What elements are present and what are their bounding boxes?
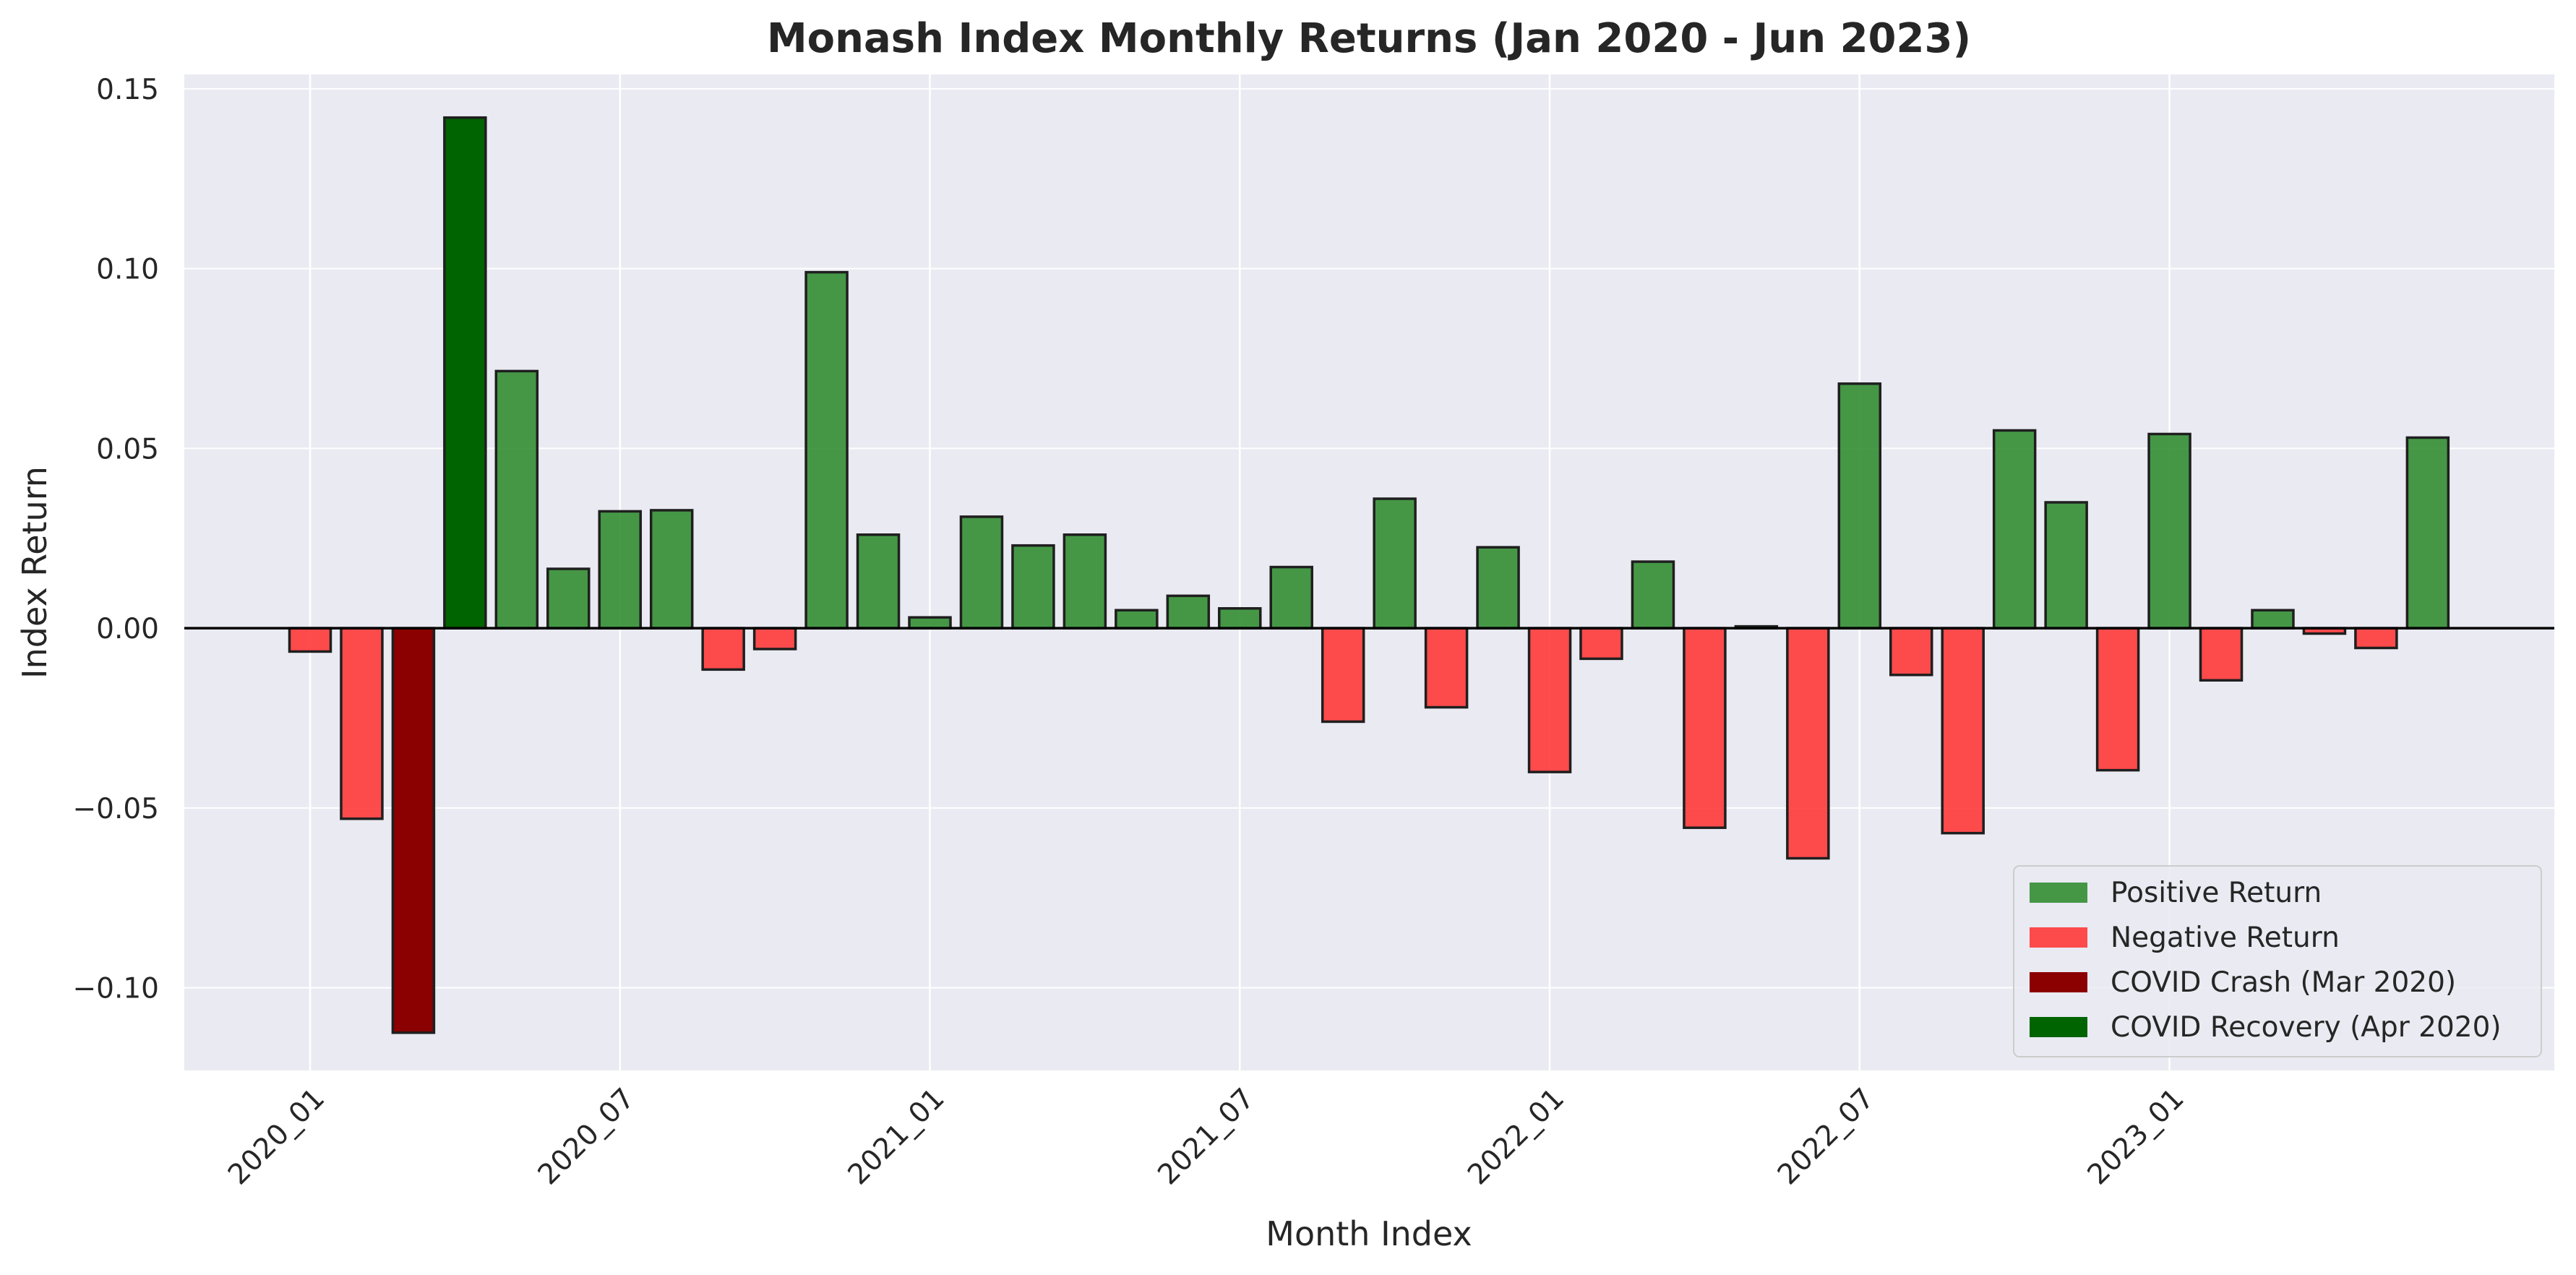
positive-return-bar <box>908 616 952 630</box>
legend-swatch <box>2030 883 2087 903</box>
negative-return-bar <box>1941 627 1985 835</box>
negative-return-bar <box>1527 627 1572 773</box>
positive-return-bar <box>1476 546 1520 630</box>
positive-return-bar <box>2405 436 2450 630</box>
negative-return-bar <box>288 627 332 653</box>
legend-label: COVID Recovery (Apr 2020) <box>2111 1011 2502 1044</box>
negative-return-bar <box>1786 627 1830 860</box>
legend-box <box>2013 865 2542 1057</box>
y-tick-label: 0.10 <box>96 254 159 286</box>
positive-return-bar <box>546 567 591 630</box>
legend-label: Positive Return <box>2111 877 2322 909</box>
positive-return-bar <box>1269 565 1313 630</box>
negative-return-bar <box>1424 627 1469 709</box>
legend-items: Positive Return Negative Return COVID Cras… <box>2030 877 2502 1044</box>
covid-crash-bar <box>391 627 436 1034</box>
negative-return-bar <box>1683 627 1727 829</box>
positive-return-bar <box>1631 560 1675 630</box>
y-tick-label: 0.15 <box>96 74 159 106</box>
x-tick-label: 2022_01 <box>1461 1082 1571 1191</box>
legend-label: COVID Crash (Mar 2020) <box>2111 966 2456 999</box>
positive-return-bar <box>598 510 643 630</box>
x-axis-ticks: 2020_01 2020_07 2021_01 2021_07 2022_01 2022_… <box>222 1082 2190 1191</box>
y-axis-ticks: 0.15 0.10 0.05 0.00 −0.05 −0.10 <box>72 74 159 1005</box>
y-tick-label: −0.05 <box>72 793 159 825</box>
x-axis-label: Month Index <box>1266 1214 1472 1253</box>
positive-return-bar <box>1837 382 1882 630</box>
covid-recovery-bar <box>443 116 487 630</box>
positive-return-bar <box>1011 544 1055 630</box>
legend-label: Negative Return <box>2111 922 2340 954</box>
x-tick-label: 2021_07 <box>1151 1082 1261 1191</box>
negative-return-bar <box>340 627 384 820</box>
positive-return-bar <box>2147 432 2191 630</box>
legend-swatch <box>2030 1017 2087 1037</box>
positive-return-bar <box>2044 501 2088 630</box>
negative-return-bar <box>2095 627 2140 772</box>
positive-return-bar <box>1992 429 2037 630</box>
y-tick-label: 0.05 <box>96 433 159 465</box>
y-tick-label: −0.10 <box>72 973 159 1005</box>
positive-return-bar <box>959 515 1004 630</box>
negative-return-bar <box>752 627 797 651</box>
x-tick-label: 2020_07 <box>532 1082 641 1191</box>
grid-layer <box>184 74 2554 1070</box>
bars-layer <box>288 116 2450 1034</box>
positive-return-bar <box>1218 606 1262 630</box>
legend-swatch <box>2030 927 2087 948</box>
negative-return-bar <box>1579 627 1623 661</box>
legend-swatch <box>2030 972 2087 992</box>
positive-return-bar <box>804 270 849 630</box>
legend: Positive Return Negative Return COVID Cras… <box>2013 865 2542 1057</box>
x-tick-label: 2020_01 <box>222 1082 331 1191</box>
negative-return-bar <box>1889 627 1933 677</box>
chart-title: Monash Index Monthly Returns (Jan 2020 -… <box>767 15 1971 62</box>
negative-return-bar <box>701 627 745 671</box>
positive-return-bar <box>856 533 901 630</box>
y-axis-label: Index Return <box>15 466 54 679</box>
negative-return-bar <box>1321 627 1365 724</box>
y-tick-label: 0.00 <box>96 613 159 645</box>
positive-return-bar <box>1166 594 1211 630</box>
positive-return-bar <box>1115 609 1159 630</box>
positive-return-bar <box>1373 497 1417 630</box>
positive-return-bar <box>1062 533 1107 630</box>
negative-return-bar <box>2199 627 2244 682</box>
x-tick-label: 2021_01 <box>842 1082 951 1191</box>
positive-return-bar <box>494 369 539 630</box>
x-tick-label: 2022_07 <box>1772 1082 1881 1191</box>
x-tick-label: 2023_01 <box>2082 1082 2191 1191</box>
negative-return-bar <box>2354 627 2398 650</box>
positive-return-bar <box>649 509 694 630</box>
positive-return-bar <box>2251 609 2295 630</box>
